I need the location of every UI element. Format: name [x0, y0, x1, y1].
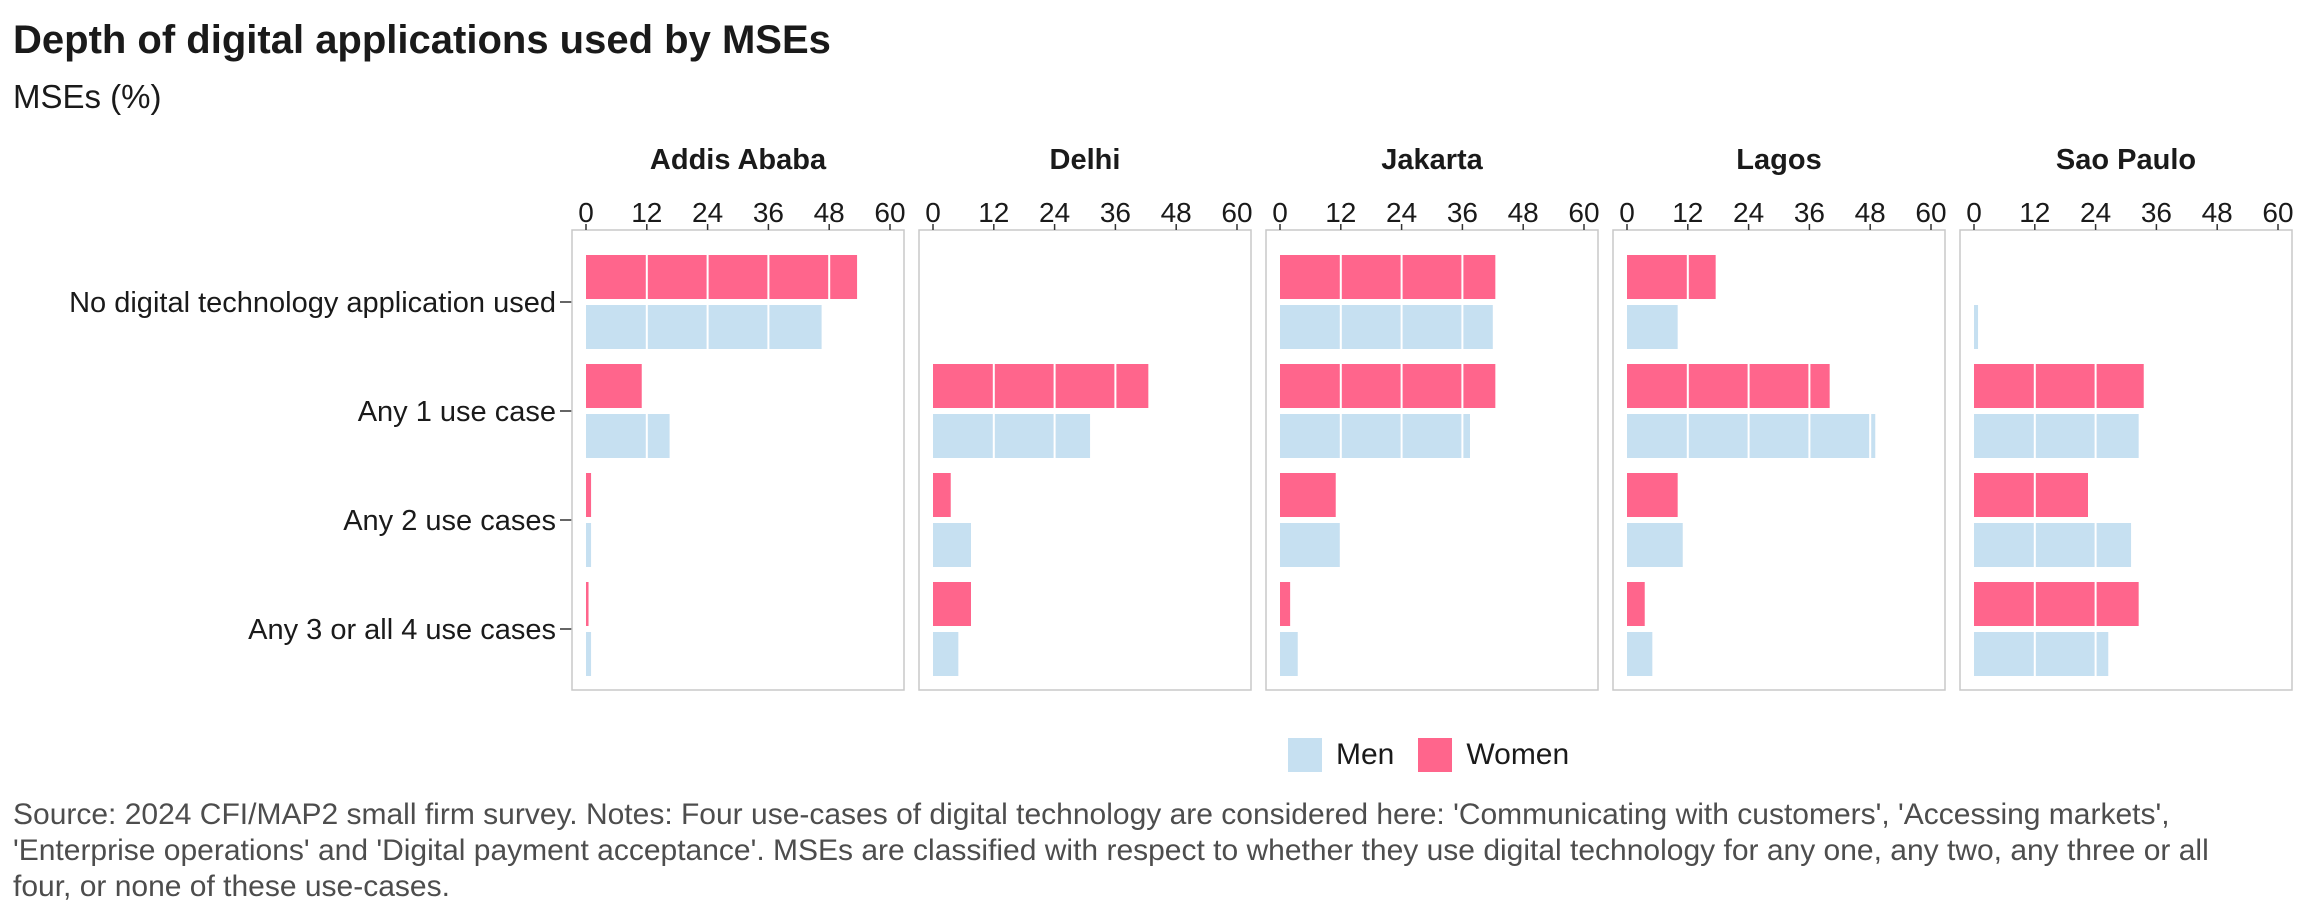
chart-title: Depth of digital applications used by MS…	[13, 18, 831, 62]
bar-addis-ababa-any-3-or-all-4-use-cases-men	[586, 632, 592, 676]
x-tick-label-sao-paulo-0: 0	[1966, 197, 1982, 228]
bar-sao-paulo-any-2-use-cases-men	[1974, 523, 2132, 567]
bar-addis-ababa-no-digital-technology-application-used-women	[586, 255, 858, 299]
bar-addis-ababa-any-2-use-cases-women	[586, 473, 592, 517]
bar-lagos-any-3-or-all-4-use-cases-women	[1627, 582, 1645, 626]
bar-addis-ababa-any-2-use-cases-men	[586, 523, 592, 567]
x-tick-label-sao-paulo-48: 48	[2202, 197, 2233, 228]
x-tick-label-lagos-60: 60	[1915, 197, 1946, 228]
x-tick-label-addis-ababa-60: 60	[874, 197, 905, 228]
bar-delhi-any-2-use-cases-women	[933, 473, 951, 517]
x-tick-label-delhi-0: 0	[925, 197, 941, 228]
chart-subtitle: MSEs (%)	[13, 78, 162, 115]
x-tick-label-jakarta-60: 60	[1568, 197, 1599, 228]
legend-label-women: Women	[1466, 738, 1570, 771]
x-tick-label-addis-ababa-24: 24	[692, 197, 723, 228]
bar-jakarta-no-digital-technology-application-used-men	[1280, 305, 1493, 349]
panel-title-jakarta: Jakarta	[1381, 144, 1483, 176]
legend-item-women: Women	[1418, 738, 1569, 772]
legend-item-men: Men	[1288, 738, 1394, 772]
panel-title-sao-paulo: Sao Paulo	[2056, 144, 2196, 176]
bar-delhi-any-1-use-case-women	[933, 364, 1149, 408]
bar-lagos-any-3-or-all-4-use-cases-men	[1627, 632, 1653, 676]
x-tick-label-delhi-36: 36	[1100, 197, 1131, 228]
bar-lagos-any-1-use-case-women	[1627, 364, 1830, 408]
x-tick-label-addis-ababa-12: 12	[631, 197, 662, 228]
x-tick-label-delhi-24: 24	[1039, 197, 1070, 228]
bar-addis-ababa-any-1-use-case-women	[586, 364, 642, 408]
x-tick-label-delhi-12: 12	[978, 197, 1009, 228]
source-note: Source: 2024 CFI/MAP2 small firm survey.…	[13, 798, 2209, 903]
bar-sao-paulo-no-digital-technology-application-used-men	[1974, 305, 1979, 349]
category-label-no-digital-technology-application-used: No digital technology application used	[69, 287, 556, 319]
x-tick-label-addis-ababa-36: 36	[753, 197, 784, 228]
x-tick-label-sao-paulo-24: 24	[2080, 197, 2111, 228]
x-tick-label-sao-paulo-36: 36	[2141, 197, 2172, 228]
bar-jakarta-any-2-use-cases-men	[1280, 523, 1341, 567]
bar-lagos-no-digital-technology-application-used-women	[1627, 255, 1716, 299]
bar-lagos-any-2-use-cases-men	[1627, 523, 1683, 567]
x-tick-label-jakarta-36: 36	[1447, 197, 1478, 228]
legend-label-men: Men	[1336, 738, 1395, 771]
bar-addis-ababa-no-digital-technology-application-used-men	[586, 305, 822, 349]
panel-title-delhi: Delhi	[1050, 144, 1121, 176]
bar-lagos-no-digital-technology-application-used-men	[1627, 305, 1678, 349]
legend-swatch-men	[1288, 738, 1322, 772]
bar-delhi-any-1-use-case-men	[933, 414, 1091, 458]
x-tick-label-addis-ababa-0: 0	[578, 197, 594, 228]
bar-lagos-any-1-use-case-men	[1627, 414, 1876, 458]
x-tick-label-jakarta-24: 24	[1386, 197, 1417, 228]
bar-jakarta-no-digital-technology-application-used-women	[1280, 255, 1496, 299]
x-tick-label-lagos-24: 24	[1733, 197, 1764, 228]
bar-delhi-any-2-use-cases-men	[933, 523, 971, 567]
x-tick-label-addis-ababa-48: 48	[814, 197, 845, 228]
bar-delhi-any-3-or-all-4-use-cases-women	[933, 582, 971, 626]
bar-addis-ababa-any-1-use-case-men	[586, 414, 670, 458]
bar-sao-paulo-any-3-or-all-4-use-cases-men	[1974, 632, 2109, 676]
x-tick-label-lagos-36: 36	[1794, 197, 1825, 228]
x-tick-label-jakarta-12: 12	[1325, 197, 1356, 228]
bar-jakarta-any-3-or-all-4-use-cases-men	[1280, 632, 1298, 676]
category-label-any-1-use-case: Any 1 use case	[358, 396, 556, 428]
bar-sao-paulo-any-1-use-case-men	[1974, 414, 2139, 458]
x-tick-label-delhi-48: 48	[1161, 197, 1192, 228]
category-label-any-2-use-cases: Any 2 use cases	[343, 505, 556, 537]
x-tick-label-lagos-0: 0	[1619, 197, 1635, 228]
bar-lagos-any-2-use-cases-women	[1627, 473, 1678, 517]
category-label-any-3-or-all-4-use-cases: Any 3 or all 4 use cases	[248, 614, 556, 646]
bar-delhi-any-3-or-all-4-use-cases-men	[933, 632, 959, 676]
bar-addis-ababa-any-3-or-all-4-use-cases-women	[586, 582, 589, 626]
bar-jakarta-any-2-use-cases-women	[1280, 473, 1336, 517]
x-tick-label-jakarta-0: 0	[1272, 197, 1288, 228]
legend: Men Women	[1288, 738, 1593, 772]
bar-sao-paulo-any-1-use-case-women	[1974, 364, 2144, 408]
x-tick-label-lagos-48: 48	[1855, 197, 1886, 228]
bar-jakarta-any-1-use-case-women	[1280, 364, 1496, 408]
x-tick-label-sao-paulo-12: 12	[2019, 197, 2050, 228]
x-tick-label-lagos-12: 12	[1672, 197, 1703, 228]
bar-jakarta-any-1-use-case-men	[1280, 414, 1470, 458]
bar-jakarta-any-3-or-all-4-use-cases-women	[1280, 582, 1291, 626]
panel-title-lagos: Lagos	[1736, 144, 1821, 176]
panel-title-addis-ababa: Addis Ababa	[650, 144, 827, 176]
bar-sao-paulo-any-2-use-cases-women	[1974, 473, 2088, 517]
x-tick-label-delhi-60: 60	[1221, 197, 1252, 228]
legend-swatch-women	[1418, 738, 1453, 772]
x-tick-label-jakarta-48: 48	[1508, 197, 1539, 228]
x-tick-label-sao-paulo-60: 60	[2262, 197, 2293, 228]
panel-frame-delhi	[918, 229, 1252, 691]
bar-sao-paulo-any-3-or-all-4-use-cases-women	[1974, 582, 2139, 626]
